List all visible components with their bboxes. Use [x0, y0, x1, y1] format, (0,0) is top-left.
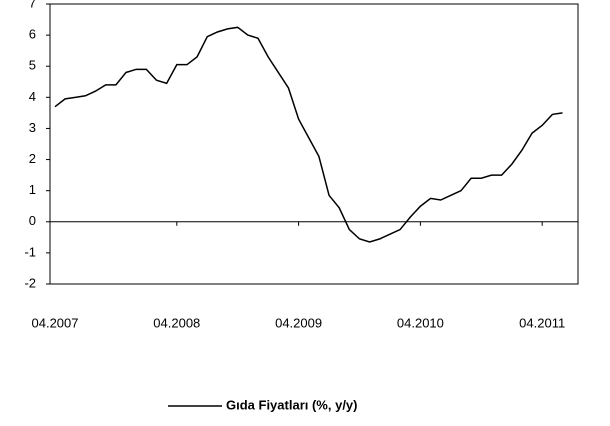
- plot-border: [49, 3, 579, 285]
- y-tick-label: 6: [29, 27, 36, 42]
- legend-label: Gıda Fiyatları (%, y/y): [226, 397, 358, 412]
- x-tick-label: 04.2009: [275, 315, 322, 330]
- y-tick-label: -2: [24, 275, 36, 290]
- y-tick-label: 3: [29, 120, 36, 135]
- y-tick-label: 7: [29, 0, 36, 10]
- x-tick-label: 04.2007: [32, 315, 79, 330]
- y-tick-label: 5: [29, 58, 36, 73]
- y-tick-label: 2: [29, 151, 36, 166]
- x-tick-label: 04.2008: [153, 315, 200, 330]
- data-line: [54, 26, 563, 243]
- y-tick-label: 1: [29, 182, 36, 197]
- x-tick-label: 04.2010: [397, 315, 444, 330]
- x-tick-label: 04.2011: [519, 315, 565, 330]
- y-tick-label: -1: [24, 244, 36, 259]
- y-tick-label: 4: [29, 89, 36, 104]
- y-tick-label: 0: [29, 213, 36, 228]
